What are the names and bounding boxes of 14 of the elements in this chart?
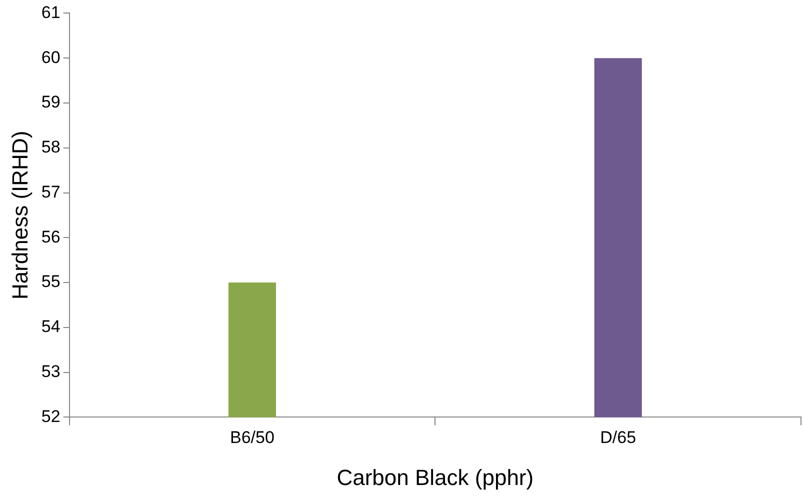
y-tick-label: 53 — [41, 362, 60, 381]
y-tick-label: 61 — [41, 2, 60, 22]
x-axis-title: Carbon Black (pphr) — [336, 464, 534, 490]
y-tick-label: 54 — [41, 317, 60, 336]
x-tick-label: B6/50 — [230, 428, 274, 448]
x-tick-label: D/65 — [600, 428, 636, 448]
y-tick-label: 59 — [41, 92, 60, 112]
y-tick-label: 58 — [41, 138, 60, 157]
y-tick-label: 52 — [41, 406, 60, 426]
y-tick-label: 57 — [41, 182, 60, 202]
y-tick-label: 60 — [41, 48, 60, 67]
y-tick-label: 56 — [41, 227, 60, 246]
y-axis-title: Hardness (IRHD) — [7, 130, 32, 300]
y-tick-label: 55 — [41, 272, 60, 292]
